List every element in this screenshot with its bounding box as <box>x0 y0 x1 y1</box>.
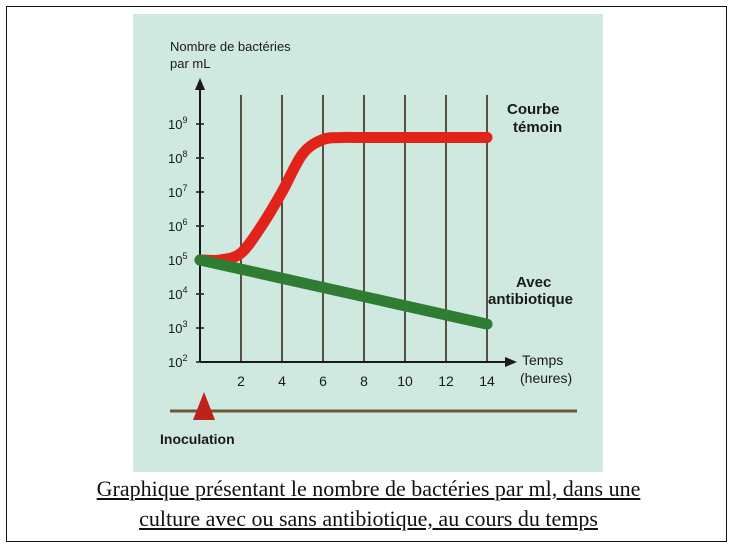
y-tick-label-1e8: 108 <box>168 149 187 166</box>
y-tick-labels: 102 103 104 105 106 107 108 109 <box>168 115 204 370</box>
inoculation-marker <box>193 392 215 420</box>
series-label-antibiotic-line2: antibiotique <box>488 291 573 308</box>
x-axis-arrow <box>505 357 517 367</box>
series-label-control-line1: Courbe <box>507 101 560 118</box>
x-tick-label-14: 14 <box>479 373 495 389</box>
y-axis-arrow <box>195 78 205 90</box>
y-axis-label-line1: Nombre de bactéries <box>170 39 291 54</box>
x-tick-label-10: 10 <box>397 373 413 389</box>
chart-panel <box>133 14 603 472</box>
data-series <box>194 131 493 330</box>
x-axis-label-line2: (heures) <box>520 370 572 386</box>
series-line-antibiotic <box>194 254 493 330</box>
series-label-control-line2: témoin <box>513 119 562 136</box>
axes <box>195 78 517 367</box>
x-tick-labels: 2 4 6 8 10 12 14 <box>237 373 495 389</box>
y-tick-label-1e2: 102 <box>168 353 187 370</box>
series-line-control <box>194 131 493 267</box>
x-tick-label-2: 2 <box>237 373 245 389</box>
inoculation-label: Inoculation <box>160 431 235 447</box>
y-tick-label-1e4: 104 <box>168 285 187 302</box>
caption-line-2: culture avec ou sans antibiotique, au co… <box>139 506 598 531</box>
y-tick-label-1e9: 109 <box>168 115 187 132</box>
y-axis-label-line2: par mL <box>170 56 210 71</box>
caption-line-1: Graphique présentant le nombre de bactér… <box>96 476 641 501</box>
series-label-antibiotic-line1: Avec <box>516 274 551 291</box>
y-tick-label-1e3: 103 <box>168 319 187 336</box>
x-tick-label-4: 4 <box>278 373 286 389</box>
y-tick-label-1e5: 105 <box>168 251 187 268</box>
y-tick-label-1e6: 106 <box>168 217 187 234</box>
x-tick-label-8: 8 <box>360 373 368 389</box>
x-tick-label-6: 6 <box>319 373 327 389</box>
x-axis-label-line1: Temps <box>522 352 563 368</box>
figure-caption: Graphique présentant le nombre de bactér… <box>0 474 737 534</box>
x-tick-label-12: 12 <box>438 373 454 389</box>
y-tick-label-1e7: 107 <box>168 183 187 200</box>
